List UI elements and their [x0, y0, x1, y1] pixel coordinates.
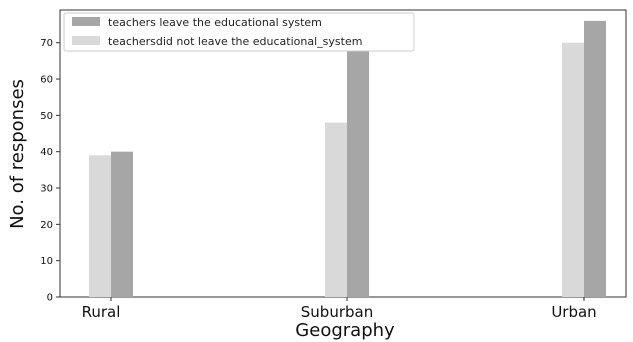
y-axis: 0 10 20 30 40 50 60 70	[40, 38, 60, 304]
y-tick-label: 0	[47, 293, 53, 304]
y-tick-label: 40	[40, 147, 53, 158]
legend-swatch	[72, 36, 100, 45]
bar-rural-series-0	[89, 155, 111, 297]
x-tick-label: Urban	[551, 303, 596, 321]
x-axis: Rural Suburban Urban	[82, 297, 597, 321]
bar-urban-series-1	[584, 20, 606, 297]
y-tick-label: 70	[40, 38, 53, 49]
y-tick-label: 30	[40, 184, 53, 195]
bars-layer	[89, 20, 606, 298]
legend-label: teachersdid not leave the educational_sy…	[108, 35, 362, 48]
y-tick-label: 50	[40, 111, 53, 122]
bar-rural-series-1	[111, 151, 133, 297]
legend: teachers leave the educational system tea…	[63, 12, 415, 52]
y-axis-title: No. of responses	[7, 79, 28, 229]
legend-box	[63, 12, 415, 52]
x-axis-title: Geography	[295, 320, 395, 341]
bar-urban-series-0	[562, 42, 584, 298]
x-tick-label: Suburban	[301, 303, 373, 321]
y-tick-label: 10	[40, 256, 53, 267]
legend-swatch	[72, 17, 100, 26]
y-tick-label: 20	[40, 220, 53, 231]
x-tick-label: Rural	[82, 303, 121, 321]
bar-suburban-series-1	[347, 20, 369, 297]
legend-label: teachers leave the educational system	[108, 16, 322, 29]
y-tick-label: 60	[40, 75, 53, 86]
bar-suburban-series-0	[325, 122, 347, 297]
